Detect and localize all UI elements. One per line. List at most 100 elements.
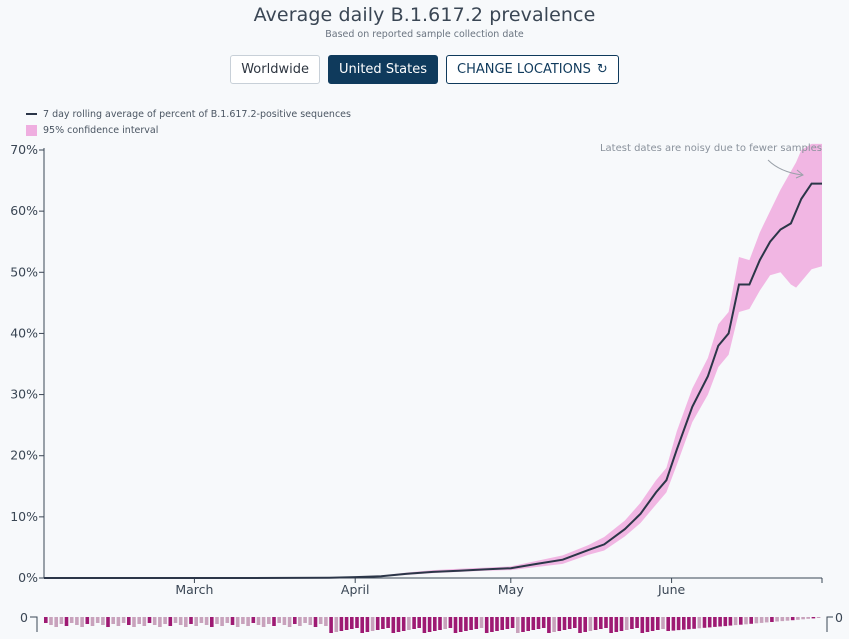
sample-count-bar xyxy=(142,617,147,626)
sample-count-bar xyxy=(303,617,307,623)
sample-count-bar xyxy=(796,617,800,620)
sample-count-bar xyxy=(433,617,437,631)
sample-count-bar xyxy=(344,617,349,630)
sample-count-bar xyxy=(749,617,753,624)
sample-count-bar xyxy=(204,617,209,625)
sample-count-bar xyxy=(764,617,769,623)
sample-count-bar xyxy=(656,617,660,630)
sample-count-bar xyxy=(676,617,681,631)
sample-count-bar xyxy=(210,617,214,627)
sample-axis-left-label: 0 xyxy=(20,610,28,625)
sample-count-bar xyxy=(505,617,510,629)
sample-count-bar xyxy=(780,617,785,622)
y-tick-label: 60% xyxy=(10,203,38,218)
sample-count-bar xyxy=(739,617,743,625)
sample-count-bar xyxy=(95,617,100,623)
sample-count-bar xyxy=(313,617,318,627)
sample-count-bar xyxy=(733,617,738,626)
y-tick-label: 30% xyxy=(10,387,38,402)
y-tick-label: 0% xyxy=(18,570,38,585)
sample-count-bar xyxy=(152,617,157,625)
sample-count-bar xyxy=(469,617,473,630)
worldwide-button[interactable]: Worldwide xyxy=(230,55,320,84)
sample-count-bar xyxy=(624,617,629,630)
chart-title: Average daily B.1.617.2 prevalence xyxy=(253,4,596,26)
sample-count-bar xyxy=(723,617,728,627)
sample-count-bar xyxy=(453,617,458,633)
sample-count-bar xyxy=(412,617,416,629)
sample-count-bar xyxy=(194,617,198,626)
sample-count-bar xyxy=(158,617,162,627)
sample-count-bar xyxy=(267,617,271,624)
x-tick-label: March xyxy=(175,582,213,597)
y-tick-label: 50% xyxy=(10,264,38,279)
sample-count-bar xyxy=(604,617,608,628)
sample-count-bar xyxy=(510,617,515,628)
sample-count-bar xyxy=(495,617,499,631)
sample-count-bar xyxy=(256,617,261,625)
sample-count-bar xyxy=(168,617,173,626)
sample-count-bar xyxy=(557,617,562,631)
sample-count-bar xyxy=(386,617,390,628)
sample-count-bar xyxy=(484,617,489,633)
change-locations-button[interactable]: CHANGE LOCATIONS ↻ xyxy=(446,55,619,84)
sample-count-bar xyxy=(324,617,328,626)
legend-item-line: 7 day rolling average of percent of B.1.… xyxy=(26,106,351,122)
sample-count-bar xyxy=(261,617,266,627)
change-locations-label: CHANGE LOCATIONS xyxy=(457,62,591,77)
sample-count-bar xyxy=(552,617,556,632)
sample-count-bar xyxy=(744,617,748,625)
confidence-band xyxy=(44,143,822,578)
sample-count-bar xyxy=(106,617,110,627)
band-swatch xyxy=(26,124,37,136)
location-button-group: Worldwide United States CHANGE LOCATIONS… xyxy=(0,55,849,84)
sample-count-bar xyxy=(116,617,121,626)
sample-count-bar xyxy=(189,617,193,624)
sample-count-bar xyxy=(350,617,354,629)
sample-count-bar xyxy=(702,617,707,628)
sample-count-bar xyxy=(707,617,712,628)
sample-count-bar xyxy=(163,617,167,624)
sample-count-bar xyxy=(215,617,219,624)
sample-count-bar xyxy=(661,617,665,629)
sample-count-bar xyxy=(790,617,795,621)
sample-count-bar xyxy=(775,617,779,622)
line-swatch xyxy=(26,113,37,115)
sample-count-bar xyxy=(593,617,598,630)
sample-count-bar xyxy=(474,617,479,629)
united-states-button[interactable]: United States xyxy=(327,55,438,84)
sample-count-bar xyxy=(298,617,302,626)
sample-count-bar xyxy=(713,617,717,627)
prevalence-line xyxy=(44,182,822,579)
sample-count-bar xyxy=(609,617,613,633)
sample-count-bar xyxy=(132,617,136,627)
sample-count-bar xyxy=(308,617,313,625)
sample-count-bar xyxy=(64,617,69,626)
sample-count-bar xyxy=(438,617,442,630)
sample-count-bar xyxy=(293,617,297,624)
sample-count-bar xyxy=(630,617,634,629)
sample-count-bar xyxy=(547,617,551,633)
sample-count-bar xyxy=(375,617,380,630)
sample-count-bar xyxy=(562,617,567,630)
sample-count-bar xyxy=(111,617,115,624)
sample-count-bar xyxy=(147,617,152,623)
annotation-arrowhead xyxy=(795,169,804,179)
sample-count-bar xyxy=(407,617,411,630)
sample-count-bar xyxy=(588,617,593,631)
sample-axis-right-bracket xyxy=(826,616,833,632)
legend-item-band: 95% confidence interval xyxy=(26,122,351,138)
sample-count-bar xyxy=(80,617,84,627)
sample-count-bar xyxy=(500,617,504,630)
sample-count-bar xyxy=(277,617,281,623)
sample-count-bar xyxy=(396,617,401,632)
refresh-icon: ↻ xyxy=(596,62,608,77)
sample-count-bar xyxy=(521,617,525,632)
sample-count-bar xyxy=(137,617,141,624)
sample-count-bar xyxy=(422,617,427,633)
y-tick-label: 70% xyxy=(10,142,38,157)
x-tick-label: June xyxy=(657,582,686,597)
sample-count-bar xyxy=(59,617,64,624)
chart-legend: 7 day rolling average of percent of B.1.… xyxy=(26,106,351,138)
